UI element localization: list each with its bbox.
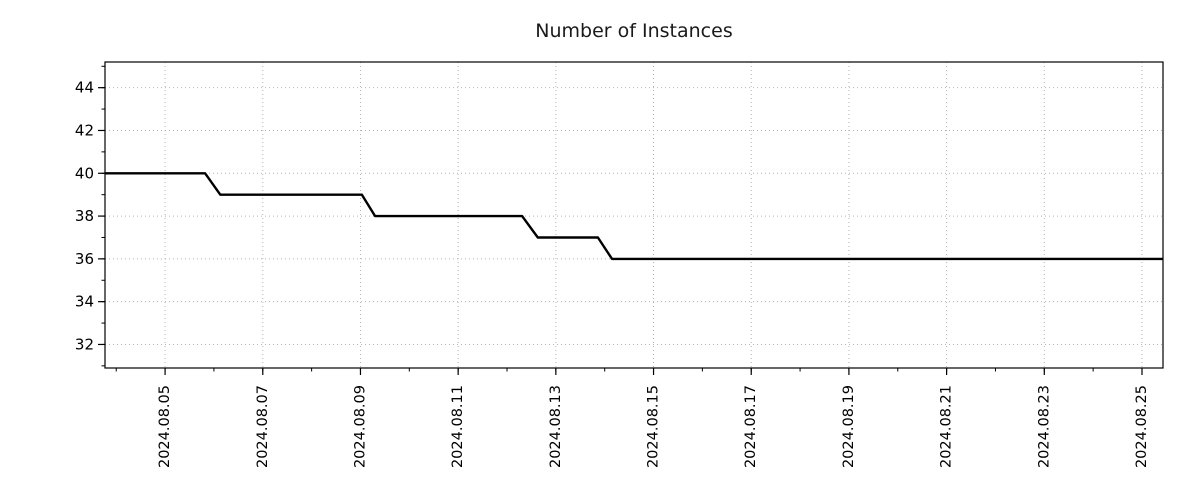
chart-title: Number of Instances xyxy=(535,20,732,42)
x-tick-label: 2024.08.21 xyxy=(939,385,955,468)
x-tick-label: 2024.08.09 xyxy=(352,385,368,468)
plot-border xyxy=(104,61,1164,369)
y-tick-label: 32 xyxy=(75,335,94,353)
x-tick-label: 2024.08.23 xyxy=(1036,385,1052,468)
y-tick-label: 38 xyxy=(75,207,94,225)
y-tick-label: 44 xyxy=(75,79,94,97)
x-tick-label: 2024.08.25 xyxy=(1134,385,1150,468)
plot-area: 2024.08.05 2024.08.07 2024.08.09 2024.08.11… xyxy=(75,61,1164,468)
y-tick-label: 34 xyxy=(75,293,94,311)
x-tick-label: 2024.08.19 xyxy=(841,385,857,468)
y-tick-label: 42 xyxy=(75,121,94,139)
x-tick-label: 2024.08.05 xyxy=(157,385,173,468)
series-line-instances xyxy=(105,172,1163,261)
y-tick-label: 40 xyxy=(75,164,94,182)
x-tick-label: 2024.08.17 xyxy=(743,385,759,468)
x-tick-label: 2024.08.07 xyxy=(255,385,271,468)
x-tick-label: 2024.08.13 xyxy=(548,385,564,468)
y-tick-label: 36 xyxy=(75,250,94,268)
x-tick-label: 2024.08.11 xyxy=(450,385,466,468)
x-tick-label: 2024.08.15 xyxy=(646,385,662,468)
